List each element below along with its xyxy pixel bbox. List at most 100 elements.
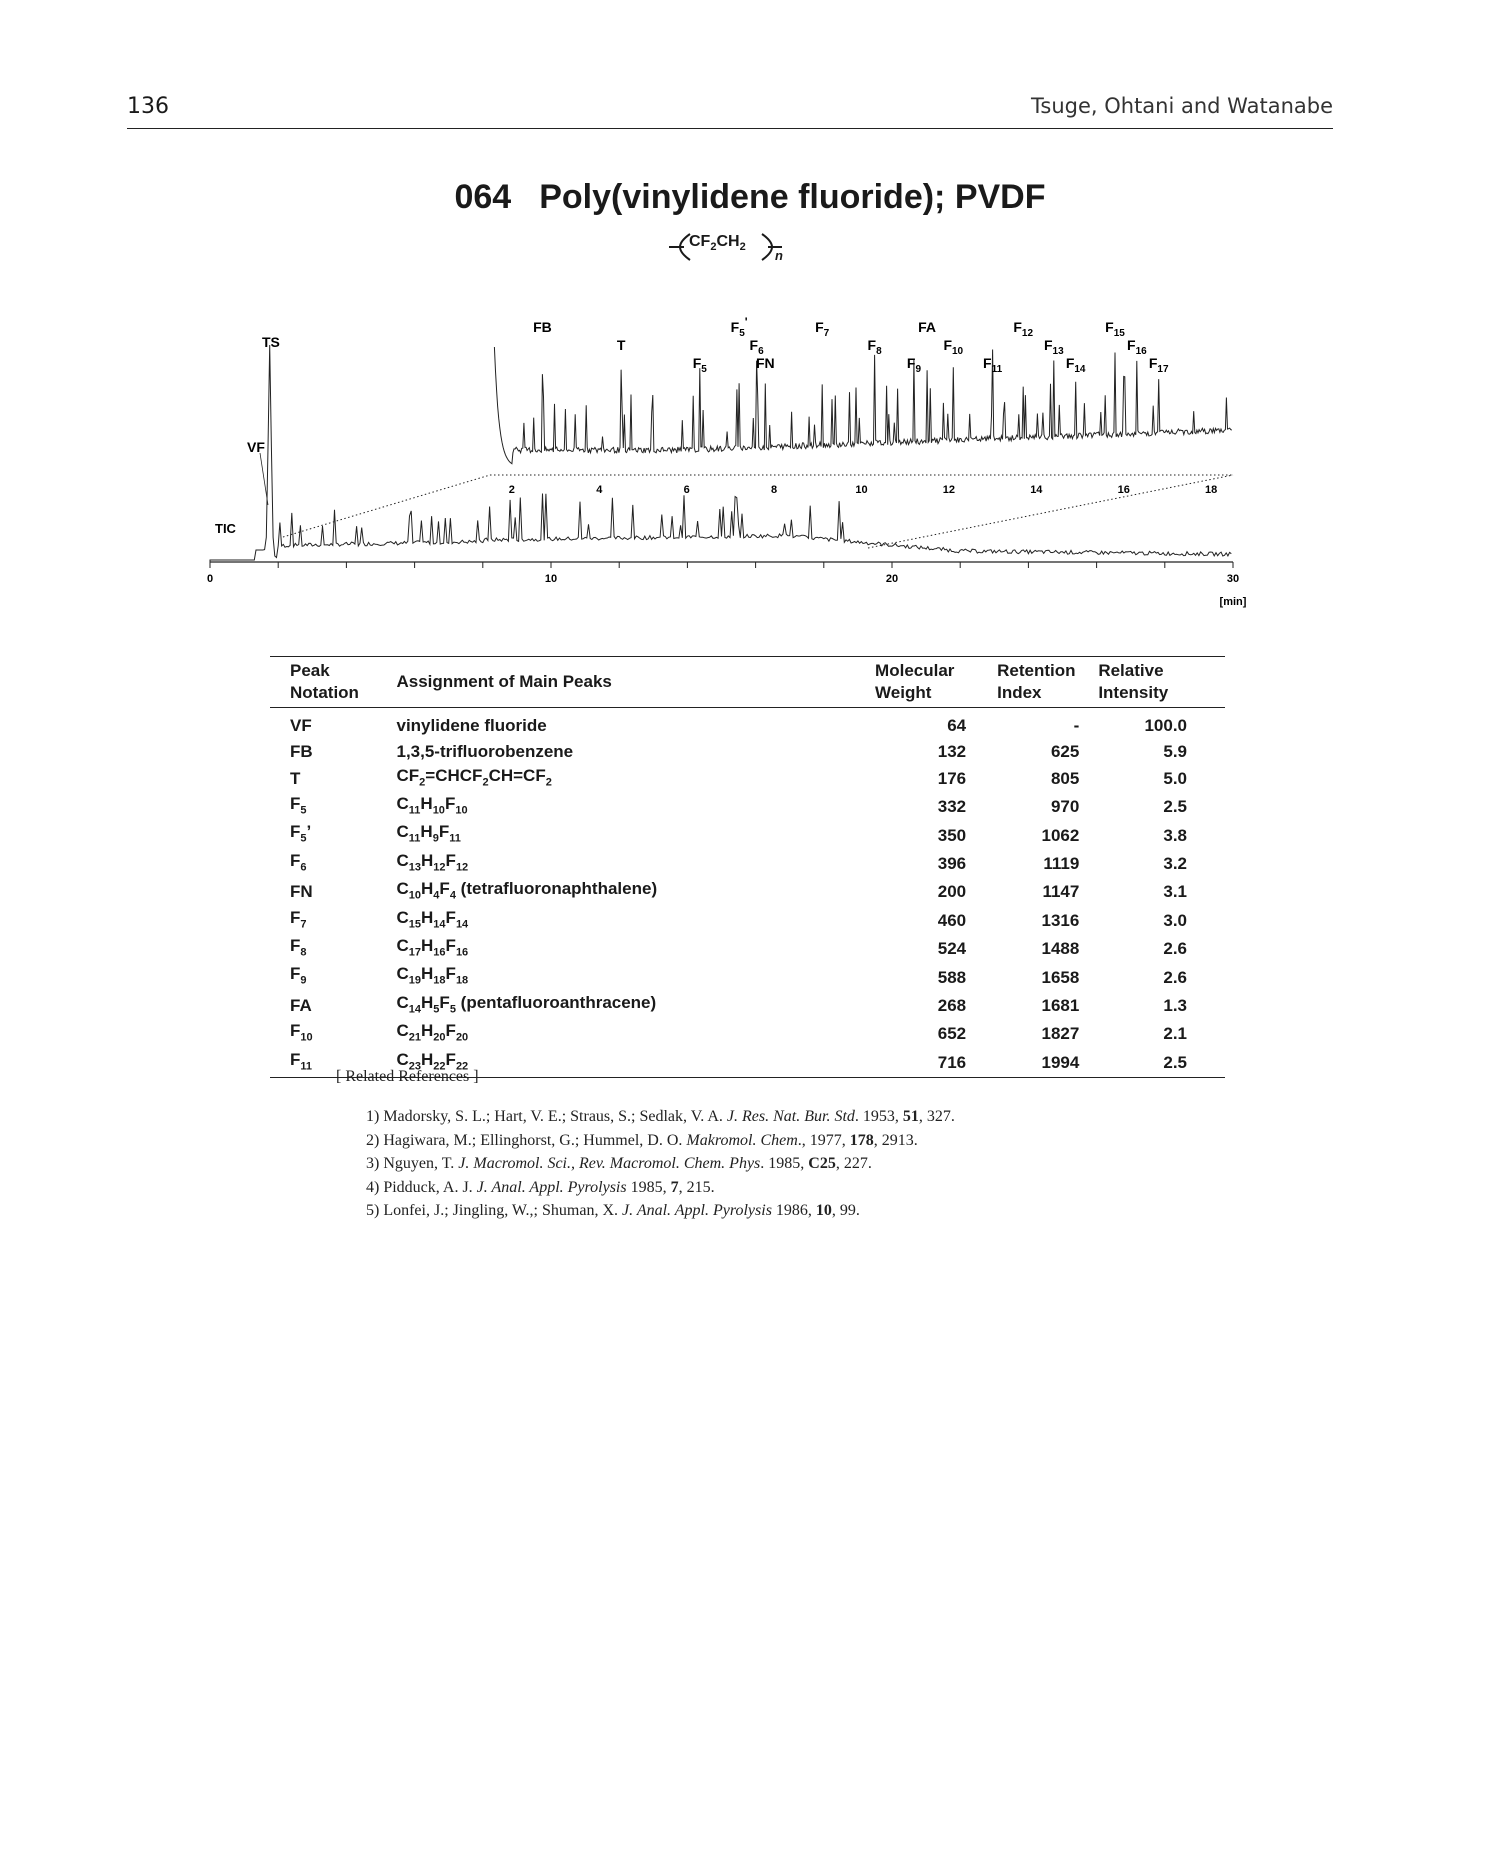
relative-intensity-cell: 2.6 [1163, 939, 1187, 959]
peak-notation-cell: FA [290, 995, 312, 1015]
inset-peak-label: F17 [1149, 355, 1169, 375]
tic-trace [209, 344, 1232, 562]
reference-item: 4) Pidduck, A. J. J. Anal. Appl. Pyrolys… [366, 1178, 715, 1196]
retention-index-cell: 1147 [1042, 882, 1080, 902]
table-row: FA C14H5F5 (pentafluoroanthracene) 268 1681… [270, 992, 1225, 1020]
table-row: F7 C15H14F14 460 1316 3.0 [270, 907, 1225, 935]
reference-item: 5) Lonfei, J.; Jingling, W.,; Shuman, X.… [366, 1202, 860, 1219]
header-molecular-weight: Molecular Weight [875, 661, 955, 702]
peak-notation-cell: F6 [290, 850, 307, 874]
molecular-weight-cell: 716 [937, 1052, 967, 1072]
header-peak-notation: Peak Notation [290, 661, 359, 702]
relative-intensity-cell: 5.0 [1163, 768, 1187, 788]
table-body: VF vinylidene fluoride 64 - 100.0 FB 1,3,5-tri… [270, 708, 1225, 1078]
molecular-weight-cell: 652 [937, 1024, 967, 1044]
assignment-cell: CF2=CHCF2CH=CF2 [396, 765, 552, 788]
assignment-cell: C19H18F18 [396, 964, 469, 987]
compound-number: 064 [454, 178, 512, 216]
assignment-cell: vinylidene fluoride [396, 715, 547, 735]
relative-intensity-cell: 5.9 [1163, 741, 1187, 761]
inset-peak-label: F11 [983, 355, 1003, 375]
running-head: Tsuge, Ohtani and Watanabe [1031, 94, 1333, 118]
molecular-weight-cell: 588 [937, 967, 967, 987]
inset-x-tick-labels: 2 4 6 8 10 12 14 16 18 [509, 484, 1217, 496]
main-x-tick-label: 30 [1227, 573, 1239, 585]
relative-intensity-cell: 3.1 [1163, 882, 1187, 902]
peak-notation-cell: F9 [290, 964, 307, 987]
peak-notation-cell: F5’ [290, 822, 312, 845]
inset-x-tick-label: 12 [943, 484, 955, 496]
retention-index-cell: 625 [1050, 741, 1080, 761]
retention-index-cell: 1681 [1041, 995, 1080, 1015]
table-row: FB 1,3,5-trifluorobenzene 132 625 5.9 [270, 739, 1225, 765]
peak-notation-cell: VF [290, 715, 312, 735]
relative-intensity-cell: 3.8 [1163, 825, 1187, 845]
inset-x-tick-label: 8 [771, 484, 777, 496]
assignment-cell: C23H22F22 [396, 1049, 469, 1072]
peak-notation-cell: FN [290, 882, 313, 902]
inset-peak-label: F7 [815, 319, 830, 339]
molecular-weight-cell: 268 [937, 995, 967, 1015]
page-header: 136 Tsuge, Ohtani and Watanabe [127, 94, 1333, 129]
peak-notation-cell: F11 [290, 1049, 313, 1072]
retention-index-cell: 1119 [1043, 853, 1080, 873]
table-row: F5’ C11H9F11 350 1062 3.8 [270, 821, 1225, 849]
inset-peak-label: FB [533, 319, 552, 335]
molecular-weight-cell: 132 [937, 741, 967, 761]
retention-index-cell: 1488 [1041, 939, 1080, 959]
main-x-ticks [209, 562, 1234, 568]
inset-peak-label: F14 [1066, 355, 1086, 375]
inset-x-tick-label: 16 [1118, 484, 1130, 496]
retention-index-cell: 1827 [1041, 1024, 1080, 1044]
inset-trace [493, 346, 1233, 465]
retention-index-cell: 1994 [1041, 1052, 1080, 1072]
tic-label: TIC [215, 521, 237, 536]
peak-assignment-table: Peak Notation Assignment of Main Peaks Mo… [270, 656, 1225, 1078]
assignment-cell: C21H20F20 [396, 1021, 469, 1044]
relative-intensity-cell: 2.5 [1163, 797, 1187, 817]
retention-index-cell: - [1073, 715, 1080, 735]
peak-label-ts: TS [262, 334, 280, 350]
table-row: VF vinylidene fluoride 64 - 100.0 [270, 708, 1225, 739]
inset-peak-label: F16 [1127, 337, 1147, 357]
inset-peak-label: F15 [1105, 319, 1125, 339]
header-retention-index: Retention Index [997, 661, 1076, 702]
table-row: F6 C13H12F12 396 1119 3.2 [270, 850, 1225, 878]
formula-text: CF2CH2 [689, 233, 746, 254]
molecular-weight-cell: 350 [937, 825, 967, 845]
inset-peak-label: F12 [1013, 319, 1033, 339]
inset-peak-label: T [617, 337, 626, 353]
relative-intensity-cell: 3.0 [1163, 910, 1187, 930]
assignment-cell: C15H14F14 [396, 907, 469, 930]
relative-intensity-cell: 2.6 [1163, 967, 1187, 987]
molecular-weight-cell: 200 [937, 882, 967, 902]
inset-x-tick-label: 4 [596, 484, 603, 496]
compound-name: Poly(vinylidene fluoride); PVDF [539, 178, 1046, 216]
relative-intensity-cell: 2.5 [1163, 1052, 1187, 1072]
related-references: [ Related References ] 1) Madorsky, S. L… [336, 1068, 955, 1223]
inset-peak-label: F5 [693, 355, 708, 375]
peak-notation-cell: F5 [290, 793, 307, 817]
formula-repeat-n: n [775, 248, 783, 263]
inset-x-tick-label: 14 [1030, 484, 1043, 496]
inset-x-tick-label: 6 [684, 484, 690, 496]
header-assignment: Assignment of Main Peaks [396, 672, 612, 691]
molecular-weight-cell: 64 [947, 715, 967, 735]
inset-peak-label: F9 [907, 355, 922, 375]
inset-peak-label: F13 [1044, 337, 1064, 357]
table-row: F11 C23H22F22 716 1994 2.5 [270, 1049, 1225, 1078]
reference-item: 3) Nguyen, T. J. Macromol. Sci., Rev. Ma… [366, 1155, 872, 1172]
relative-intensity-cell: 3.2 [1163, 853, 1187, 873]
inset-peak-label: FN [756, 355, 775, 371]
retention-index-cell: 805 [1050, 768, 1080, 788]
zoom-guide-right [867, 474, 1234, 549]
retention-index-cell: 1658 [1041, 967, 1080, 987]
assignment-cell: C11H10F10 [396, 793, 468, 817]
peak-label-vf: VF [247, 439, 265, 455]
table-row: T CF2=CHCF2CH=CF2 176 805 5.0 [270, 765, 1225, 793]
relative-intensity-cell: 100.0 [1144, 715, 1187, 735]
retention-index-cell: 970 [1050, 797, 1080, 817]
references-title: [ Related References ] [336, 1068, 479, 1085]
molecular-weight-cell: 332 [937, 797, 967, 817]
inset-peak-label: FA [918, 319, 936, 335]
